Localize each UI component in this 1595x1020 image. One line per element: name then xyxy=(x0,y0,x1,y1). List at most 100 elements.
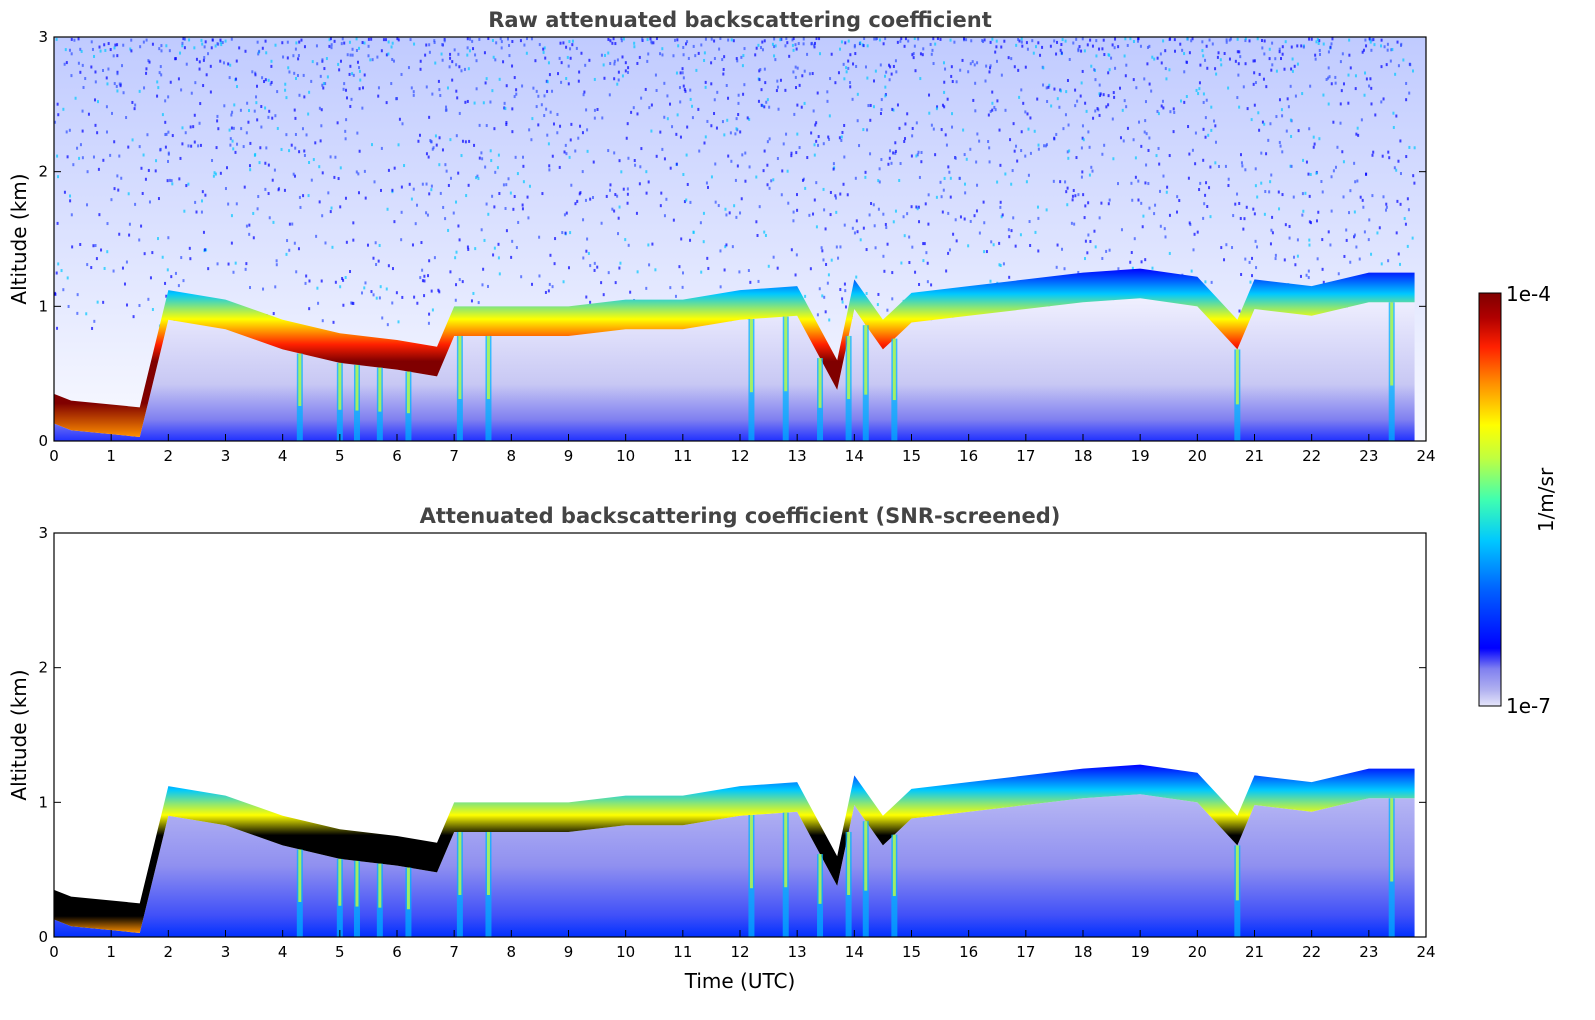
noise-dot xyxy=(842,182,845,186)
noise-dot xyxy=(1160,104,1163,108)
noise-dot xyxy=(547,61,550,65)
noise-dot xyxy=(1164,67,1167,71)
noise-dot xyxy=(669,286,672,290)
noise-dot xyxy=(987,113,990,117)
noise-dot xyxy=(1052,179,1055,183)
precip-streak-core xyxy=(1235,349,1239,405)
noise-dot xyxy=(1278,98,1281,102)
x-tick-label: 0 xyxy=(49,447,59,465)
x-tick-label: 9 xyxy=(564,943,574,961)
noise-dot xyxy=(339,59,342,63)
noise-dot xyxy=(537,94,540,98)
noise-dot xyxy=(1117,182,1119,186)
noise-dot xyxy=(915,121,918,125)
noise-dot xyxy=(264,39,267,43)
noise-dot xyxy=(585,108,588,112)
noise-dot xyxy=(1055,52,1058,56)
noise-dot xyxy=(813,198,816,202)
noise-dot xyxy=(68,128,71,132)
noise-dot xyxy=(345,118,348,122)
noise-dot xyxy=(705,181,708,185)
noise-dot xyxy=(400,210,403,214)
noise-dot xyxy=(1098,47,1101,51)
noise-dot xyxy=(1236,37,1239,41)
noise-dot xyxy=(212,174,215,178)
noise-dot xyxy=(827,273,830,277)
noise-dot xyxy=(808,213,811,217)
noise-dot xyxy=(766,183,769,187)
noise-dot xyxy=(85,312,88,316)
noise-dot xyxy=(1155,154,1158,158)
noise-dot xyxy=(1159,52,1162,56)
noise-dot xyxy=(1211,42,1214,46)
noise-dot xyxy=(739,130,742,134)
noise-dot xyxy=(970,39,973,43)
noise-dot xyxy=(721,120,724,124)
noise-dot xyxy=(164,145,167,149)
noise-dot xyxy=(1309,172,1312,176)
noise-dot xyxy=(749,280,752,284)
noise-dot xyxy=(607,51,610,55)
noise-dot xyxy=(428,192,431,196)
noise-dot xyxy=(480,228,483,232)
noise-dot xyxy=(494,58,497,62)
x-tick-label: 22 xyxy=(1302,447,1321,465)
noise-dot xyxy=(823,295,826,299)
noise-dot xyxy=(681,271,684,275)
noise-dot xyxy=(386,207,389,211)
noise-dot xyxy=(258,161,261,165)
noise-dot xyxy=(1204,135,1207,139)
noise-dot xyxy=(519,39,522,43)
noise-dot xyxy=(493,246,496,250)
noise-dot xyxy=(267,192,270,196)
noise-dot xyxy=(969,62,972,66)
noise-dot xyxy=(81,156,84,160)
noise-dot xyxy=(1293,255,1296,259)
noise-dot xyxy=(334,155,337,159)
noise-dot xyxy=(837,71,840,75)
noise-dot xyxy=(840,40,843,44)
noise-dot xyxy=(235,202,238,206)
x-tick-label: 14 xyxy=(845,447,864,465)
noise-dot xyxy=(1280,108,1283,112)
noise-dot xyxy=(840,135,843,139)
noise-dot xyxy=(392,59,395,63)
noise-dot xyxy=(813,45,816,49)
noise-dot xyxy=(1083,216,1086,220)
noise-dot xyxy=(473,143,476,147)
noise-dot xyxy=(165,44,168,48)
noise-dot xyxy=(433,41,436,45)
noise-dot xyxy=(148,200,151,204)
noise-dot xyxy=(1315,171,1318,175)
noise-dot xyxy=(70,74,73,78)
noise-dot xyxy=(1059,180,1062,184)
noise-dot xyxy=(1308,220,1311,224)
noise-dot xyxy=(475,87,478,91)
noise-dot xyxy=(1067,123,1070,127)
noise-dot xyxy=(244,267,247,271)
noise-dot xyxy=(418,133,421,137)
noise-dot xyxy=(453,48,456,52)
noise-dot xyxy=(593,108,596,112)
noise-dot xyxy=(762,169,765,173)
noise-dot xyxy=(1010,229,1013,233)
noise-dot xyxy=(1081,37,1084,41)
noise-dot xyxy=(1193,232,1196,236)
noise-dot xyxy=(1141,225,1144,229)
noise-dot xyxy=(93,319,96,323)
noise-dot xyxy=(944,67,947,71)
noise-dot xyxy=(351,47,354,51)
noise-dot xyxy=(763,67,766,71)
noise-dot xyxy=(717,204,720,208)
noise-dot xyxy=(855,64,858,68)
noise-dot xyxy=(125,116,128,120)
panel-screened: Attenuated backscattering coefficient (S… xyxy=(7,504,1436,993)
noise-dot xyxy=(1091,44,1094,48)
noise-dot xyxy=(1256,37,1259,41)
noise-dot xyxy=(843,77,846,81)
noise-dot xyxy=(828,114,831,118)
noise-dot xyxy=(1363,93,1366,97)
noise-dot xyxy=(1397,64,1400,68)
noise-dot xyxy=(621,74,624,78)
noise-dot xyxy=(1253,59,1256,63)
